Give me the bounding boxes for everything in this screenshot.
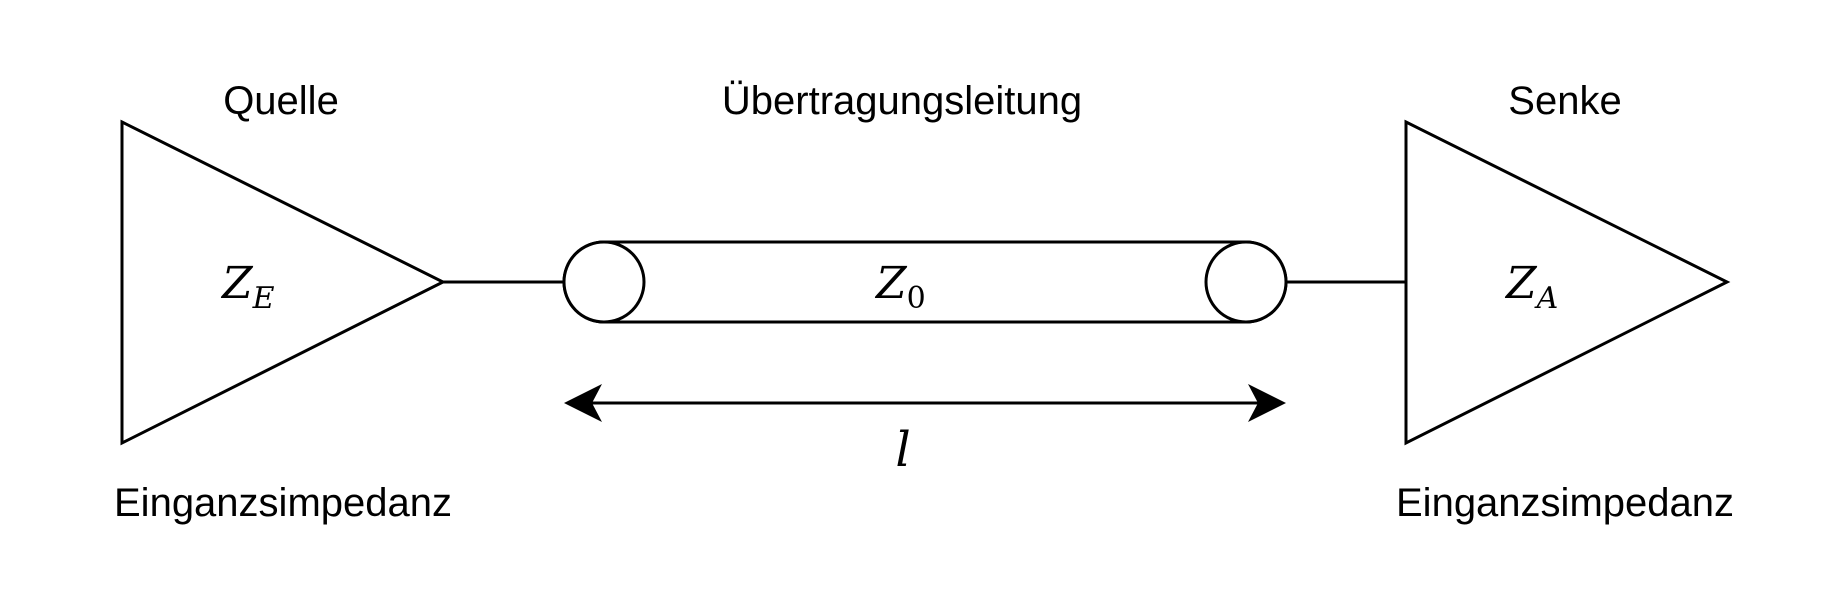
length-arrow-left-head bbox=[564, 384, 602, 422]
source-triangle bbox=[120, 119, 447, 446]
length-arrow bbox=[564, 384, 1286, 422]
sink-title: Senke bbox=[1508, 79, 1621, 123]
line-impedance-label: Z0 bbox=[874, 258, 926, 316]
line-left-end bbox=[562, 240, 646, 324]
sink-impedance-label: ZA bbox=[1504, 258, 1558, 316]
length-label: l bbox=[895, 422, 910, 478]
sink-triangle bbox=[1404, 119, 1731, 446]
line-title: Übertragungsleitung bbox=[722, 79, 1082, 123]
source-impedance-label: ZE bbox=[220, 258, 275, 316]
line-right-end bbox=[1204, 240, 1288, 324]
length-arrow-right-head bbox=[1248, 384, 1286, 422]
source-title: Quelle bbox=[223, 79, 339, 123]
sink-caption: Einganzsimpedanz bbox=[1396, 481, 1734, 525]
source-caption: Einganzsimpedanz bbox=[114, 481, 452, 525]
